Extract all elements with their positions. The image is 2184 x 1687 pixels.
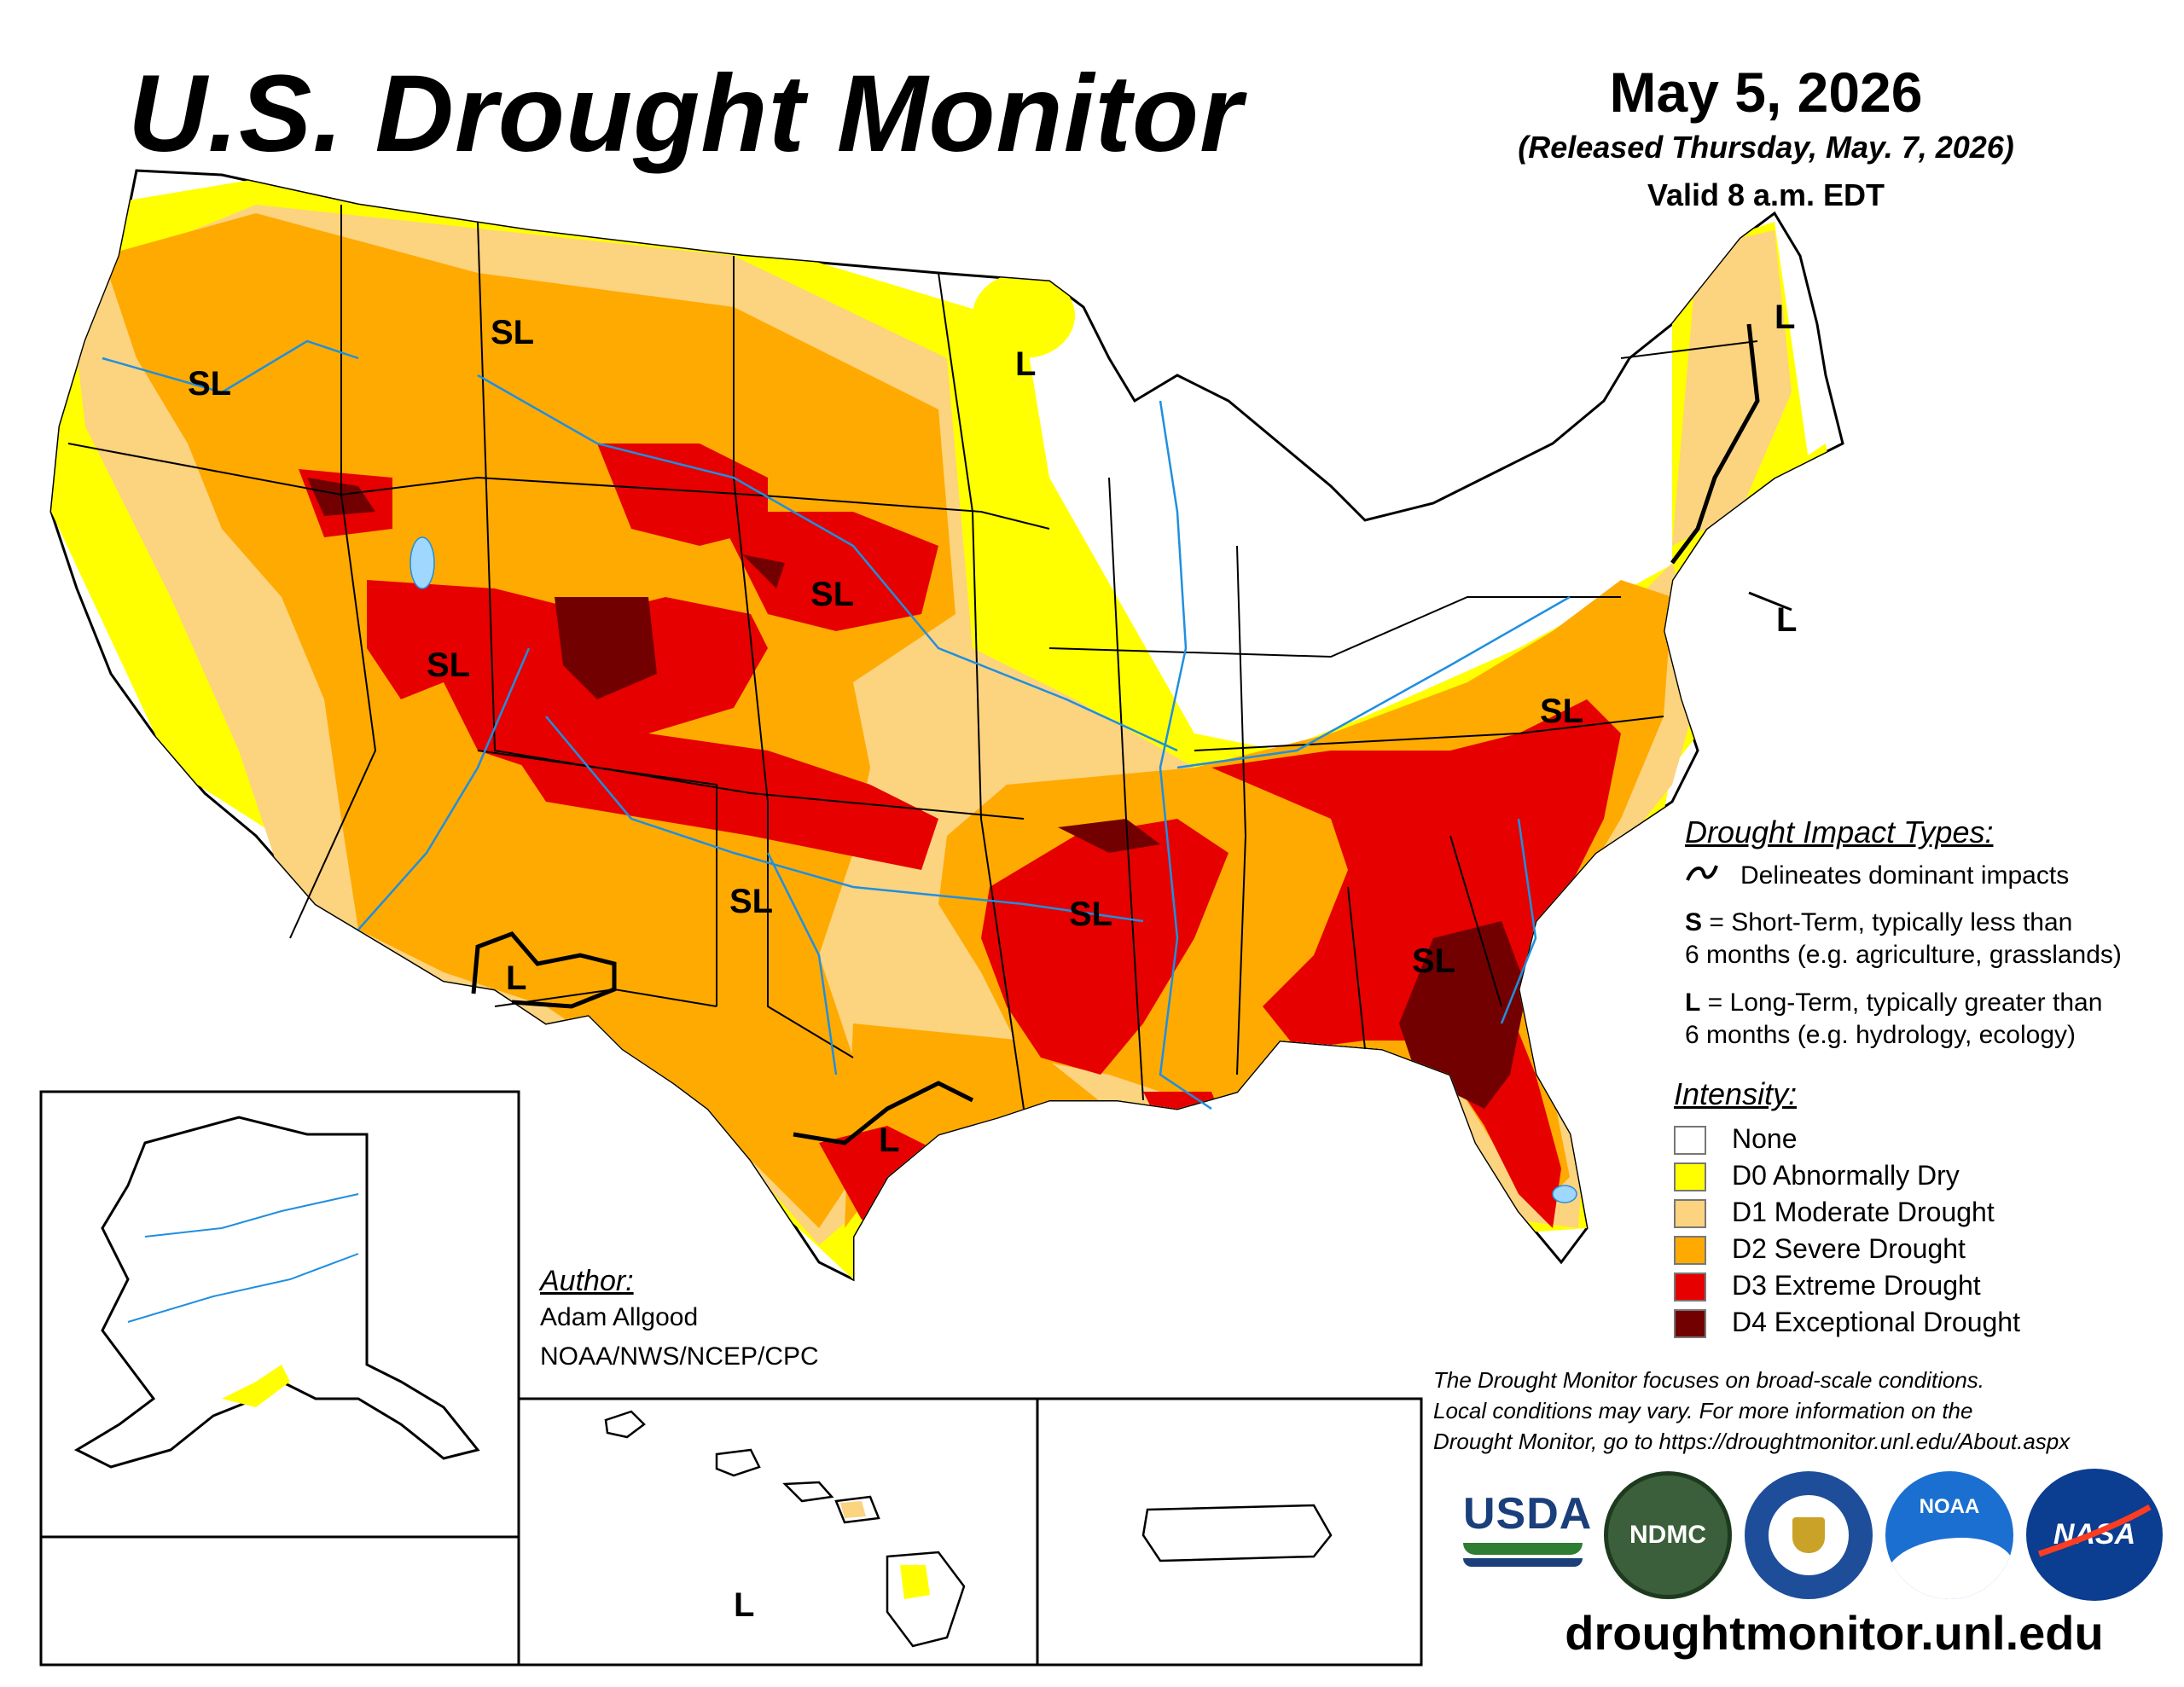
intensity-swatch	[1674, 1126, 1706, 1155]
note-line-2: Local conditions may vary. For more info…	[1433, 1398, 1973, 1423]
short-term-line2: 6 months (e.g. agriculture, grasslands)	[1685, 941, 2122, 969]
map-title: U.S. Drought Monitor	[128, 53, 1243, 175]
intensity-heading: Intensity:	[1674, 1076, 1798, 1111]
rivers	[102, 339, 1571, 1110]
intensity-label: None	[1732, 1123, 1798, 1154]
intensity-label: D0 Abnormally Dry	[1732, 1160, 1960, 1191]
release-date: (Released Thursday, May. 7, 2026)	[1518, 130, 2014, 165]
long-term-desc: = Long-Term, typically greater than	[1700, 988, 2103, 1017]
valid-time: Valid 8 a.m. EDT	[1647, 177, 1885, 212]
long-term-code: L	[1685, 988, 1701, 1017]
disclaimer-note: The Drought Monitor focuses on broad-sca…	[1433, 1365, 2184, 1457]
author-org: NOAA/NWS/NCEP/CPC	[540, 1342, 819, 1371]
alaska-rivers	[127, 1193, 359, 1323]
drought-intensity-layers	[51, 179, 1843, 1279]
lakes	[410, 536, 1577, 1203]
delineates-label: Delineates dominant impacts	[1740, 861, 2070, 890]
hawaii-d0	[900, 1565, 930, 1599]
intensity-swatch	[1674, 1199, 1706, 1228]
label-new-mexico: L	[506, 959, 527, 997]
website-url[interactable]: droughtmonitor.unl.edu	[1565, 1606, 2104, 1660]
nasa-swoosh-icon	[2037, 1504, 2152, 1557]
usda-logo: USDA	[1463, 1488, 1593, 1591]
short-term-line1: S = Short-Term, typically less than	[1685, 907, 2072, 939]
intensity-label: D2 Severe Drought	[1732, 1233, 1966, 1264]
delineation-symbol	[1686, 865, 1718, 881]
long-term-line1: L = Long-Term, typically greater than	[1685, 987, 2102, 1019]
intensity-swatch	[1674, 1272, 1706, 1301]
noaa-logo-text: NOAA	[1919, 1495, 1980, 1518]
short-term-desc: = Short-Term, typically less than	[1702, 908, 2073, 936]
ndmc-logo-text: NDMC	[1629, 1521, 1706, 1549]
impact-types-heading: Drought Impact Types:	[1685, 815, 1994, 849]
label-nevada-utah: SL	[427, 646, 471, 684]
noaa-logo: NOAA	[1885, 1471, 2013, 1599]
label-montana: SL	[491, 314, 535, 351]
author-heading: Author:	[540, 1265, 634, 1297]
commerce-seal	[1745, 1471, 1873, 1599]
intensity-label: D1 Moderate Drought	[1732, 1197, 1995, 1227]
puerto-rico-outline	[1141, 1504, 1333, 1562]
note-line-3: Drought Monitor, go to https://droughtmo…	[1433, 1429, 2071, 1454]
label-arkansas: SL	[1069, 896, 1113, 933]
intensity-swatch	[1674, 1236, 1706, 1265]
label-georgia: SL	[1412, 942, 1456, 980]
nasa-logo: NASA	[2026, 1469, 2163, 1601]
long-term-line2: 6 months (e.g. hydrology, ecology)	[1685, 1021, 2077, 1049]
d4-areas	[307, 478, 1527, 1109]
ndmc-logo: NDMC	[1604, 1471, 1732, 1599]
hawaii-d1	[840, 1501, 866, 1518]
note-line-1: The Drought Monitor focuses on broad-sca…	[1433, 1367, 1985, 1393]
intensity-label: D3 Extreme Drought	[1732, 1270, 1981, 1301]
short-term-code: S	[1685, 908, 1703, 936]
label-texas: L	[879, 1122, 900, 1159]
label-new-jersey: L	[1776, 601, 1798, 639]
label-nebraska: SL	[810, 576, 855, 613]
intensity-swatch	[1674, 1309, 1706, 1338]
intensity-label: D4 Exceptional Drought	[1732, 1307, 2020, 1337]
label-oklahoma: SL	[729, 883, 774, 920]
label-minnesota: L	[1015, 345, 1037, 383]
inset-frames	[39, 1090, 1423, 1667]
impact-delineation-lines	[471, 323, 1760, 1145]
label-hawaii: L	[734, 1586, 755, 1624]
map-date: May 5, 2026	[1609, 61, 1923, 124]
label-pacific-nw: SL	[188, 365, 232, 403]
author-name: Adam Allgood	[540, 1303, 699, 1331]
intensity-swatch	[1674, 1162, 1706, 1191]
alaska-d0	[222, 1365, 290, 1407]
label-virginia: SL	[1540, 693, 1584, 730]
usda-logo-text: USDA	[1463, 1489, 1593, 1539]
label-maine: L	[1774, 299, 1796, 336]
